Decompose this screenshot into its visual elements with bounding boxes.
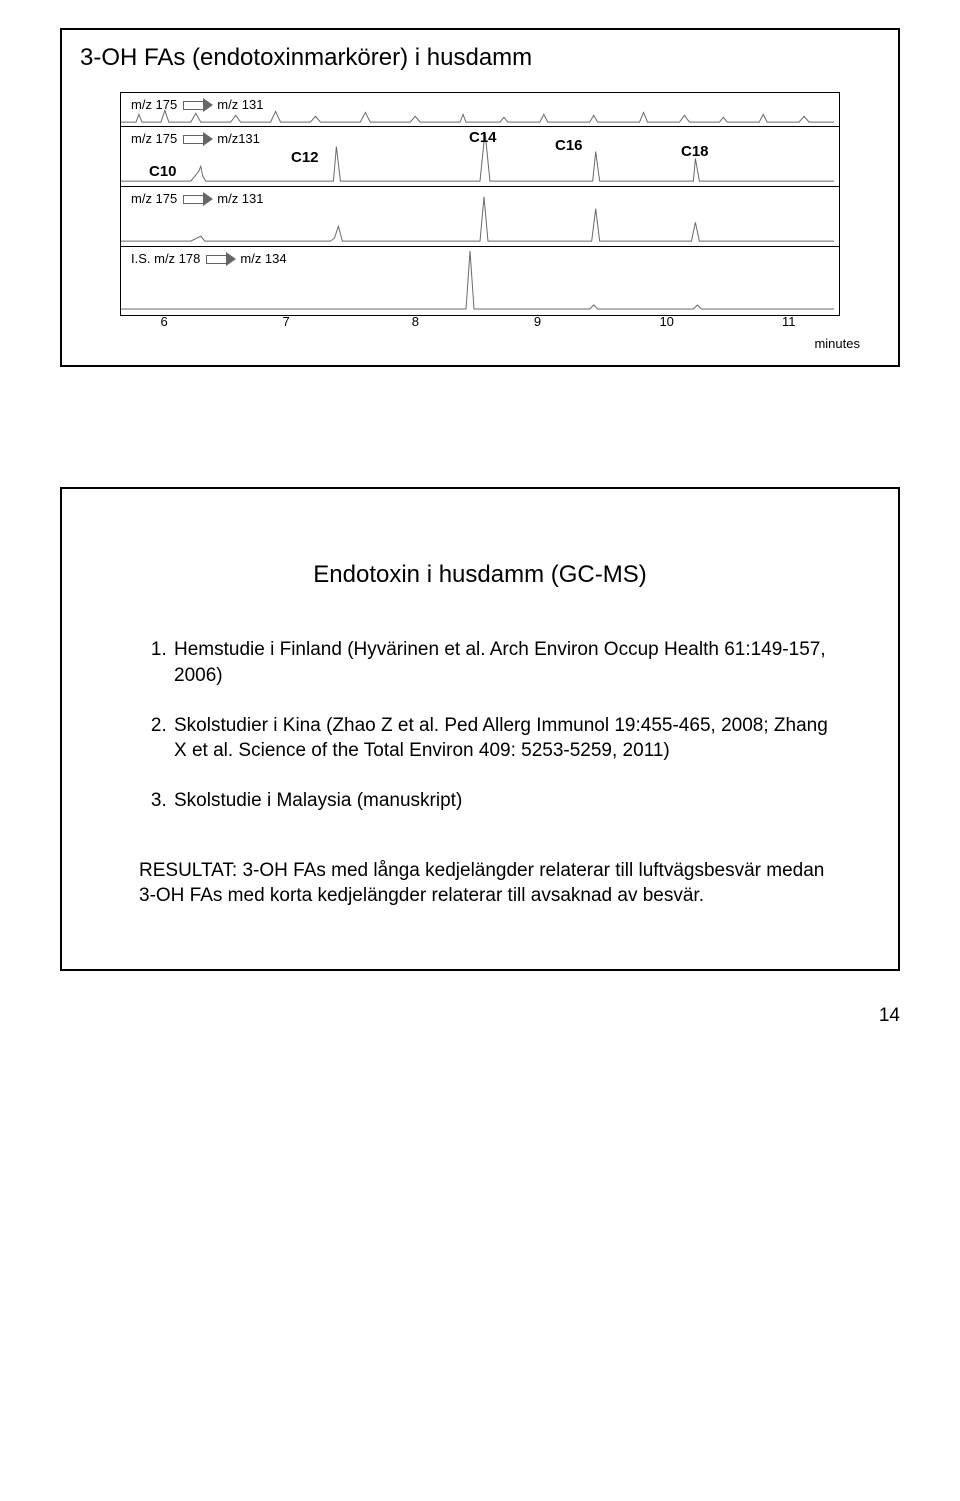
trace-right-1: m/z 131	[217, 97, 263, 112]
trace-right-4: m/z 134	[240, 251, 286, 266]
x-axis-unit: minutes	[100, 336, 860, 351]
c12-label: C12	[291, 149, 319, 166]
arrow-icon	[183, 194, 211, 204]
study-item: Hemstudie i Finland (Hyvärinen et al. Ar…	[172, 637, 843, 688]
axis-tick: 7	[283, 314, 290, 329]
axis-tick: 10	[659, 314, 673, 329]
axis-tick: 6	[160, 314, 167, 329]
arrow-icon	[183, 100, 211, 110]
trace-row-2: m/z 175 m/z131 C10 C12 C14 C16 C18	[121, 127, 839, 187]
trace-row-1: m/z 175 m/z 131	[121, 93, 839, 127]
studies-list: Hemstudie i Finland (Hyvärinen et al. Ar…	[117, 637, 843, 813]
text-panel: Endotoxin i husdamm (GC-MS) Hemstudie i …	[60, 487, 900, 971]
c16-label: C16	[555, 137, 583, 154]
arrow-icon	[206, 254, 234, 264]
trace-right-2: m/z131	[217, 131, 260, 146]
axis-tick: 8	[412, 314, 419, 329]
trace-label-3: m/z 175 m/z 131	[131, 191, 264, 206]
chromatogram-panel: 3-OH FAs (endotoxinmarkörer) i husdamm m…	[60, 28, 900, 367]
c10-label: C10	[149, 163, 177, 180]
arrow-icon	[183, 134, 211, 144]
result-text: RESULTAT: 3-OH FAs med långa kedjelängde…	[117, 858, 843, 909]
trace-left-1: m/z 175	[131, 97, 177, 112]
trace-left-4: I.S. m/z 178	[131, 251, 200, 266]
axis-tick: 11	[782, 314, 796, 329]
chroma-title: 3-OH FAs (endotoxinmarkörer) i husdamm	[80, 44, 880, 72]
trace-label-4: I.S. m/z 178 m/z 134	[131, 251, 287, 266]
study-item: Skolstudier i Kina (Zhao Z et al. Ped Al…	[172, 713, 843, 764]
c18-label: C18	[681, 143, 709, 160]
trace-row-3: m/z 175 m/z 131	[121, 187, 839, 247]
c14-label: C14	[469, 129, 497, 146]
axis-tick: 9	[534, 314, 541, 329]
x-axis: 6 7 8 9 10 11	[121, 314, 839, 332]
trace-row-4: I.S. m/z 178 m/z 134 6 7 8 9 10 11	[121, 247, 839, 315]
trace-label-2: m/z 175 m/z131	[131, 131, 260, 146]
trace-left-2: m/z 175	[131, 131, 177, 146]
trace-right-3: m/z 131	[217, 191, 263, 206]
text-panel-heading: Endotoxin i husdamm (GC-MS)	[117, 559, 843, 591]
trace-label-1: m/z 175 m/z 131	[131, 97, 264, 112]
study-item: Skolstudie i Malaysia (manuskript)	[172, 788, 843, 814]
chroma-box: m/z 175 m/z 131 m/z 175 m/z131 C	[120, 92, 840, 316]
trace-left-3: m/z 175	[131, 191, 177, 206]
page-number: 14	[60, 1005, 900, 1027]
